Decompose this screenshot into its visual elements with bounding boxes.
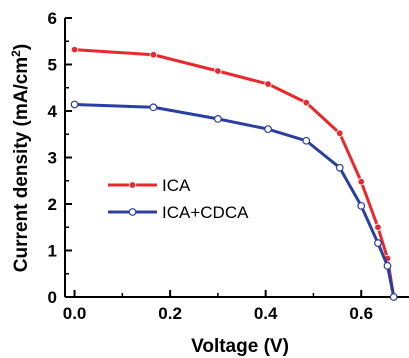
y-tick-label: 3 [48,149,57,168]
data-point [335,163,344,172]
y-axis-title-end: ) [11,44,32,50]
data-point [213,115,222,123]
y-axis-title-superscript: 2 [9,50,23,57]
data-point [374,239,382,247]
legend: ICA ICA+CDCA [108,176,249,222]
y-tick-label: 4 [48,102,58,121]
legend-swatch-marker [128,208,137,216]
data-point [336,129,344,138]
y-tick-label: 1 [48,242,57,261]
series-1 [70,45,398,301]
legend-label: ICA+CDCA [162,203,249,222]
legend-swatch-marker [128,181,137,189]
data-point [383,261,392,270]
data-point [149,103,158,112]
data-point [70,100,79,109]
series-layer [70,45,398,301]
data-point [214,67,222,75]
x-tick-label: 0.2 [158,304,182,323]
axes [64,18,409,298]
series-2 [70,100,398,301]
series-line [74,48,396,298]
data-point [357,177,365,186]
x-tick-label: 0.4 [254,304,278,323]
y-axis-title: Current density (mA/cm2) [9,44,32,272]
series-line [74,102,396,298]
y-axis-title-main: Current density (mA/cm [11,57,32,272]
x-tick-label: 0.6 [349,304,373,323]
y-tick-label: 6 [48,9,57,28]
data-point [302,136,311,145]
data-point [389,293,398,301]
y-tick-label: 0 [48,288,57,307]
data-point [70,45,79,54]
data-point [264,125,272,134]
data-point [264,80,272,88]
x-tick-label: 0.0 [63,304,87,323]
data-point [302,98,310,107]
data-point [374,223,382,231]
data-point [357,201,366,210]
data-point [149,51,158,59]
y-tick-label: 2 [48,195,57,214]
y-tick-label: 5 [48,56,57,75]
legend-label: ICA [162,176,191,195]
x-axis-title: Voltage (V) [191,336,289,357]
ticks: 0.0 0.2 0.4 0.6 0 1 2 3 4 5 6 [48,9,374,323]
